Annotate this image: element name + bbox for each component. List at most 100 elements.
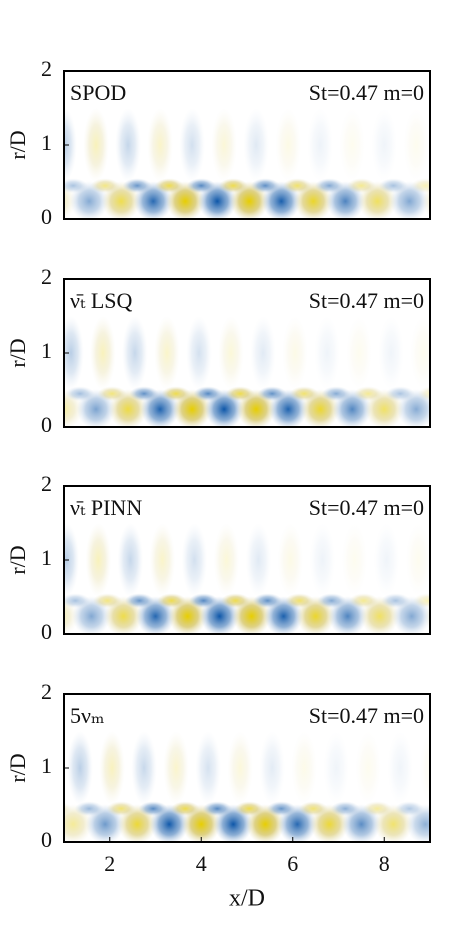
field (64, 731, 474, 844)
field-blob (115, 108, 141, 182)
field-blob (106, 801, 136, 817)
y-tick-label: 2 (41, 471, 52, 496)
y-axis-label: r/D (5, 130, 30, 159)
field-blob (225, 386, 255, 402)
field-blob (90, 316, 116, 390)
field-blob (90, 178, 120, 194)
field-blob (403, 108, 430, 182)
field-blob (291, 731, 317, 805)
field-blob (314, 316, 340, 390)
field-blob (346, 316, 372, 390)
field-blob (394, 801, 425, 817)
field-blob (259, 731, 285, 805)
y-tick-label: 1 (41, 545, 52, 570)
field-blob (218, 316, 244, 390)
field-blob (64, 523, 80, 597)
field-blob (316, 593, 347, 609)
field-blob (323, 731, 350, 805)
y-axis-label: r/D (5, 545, 30, 574)
field-blob (438, 523, 464, 597)
field-blob (138, 801, 168, 817)
panel-label: ν̄ₜ PINN (70, 495, 142, 520)
x-tick-label: 4 (196, 851, 207, 876)
field-blob (422, 185, 430, 218)
panel-subtitle: St=0.47 m=0 (309, 288, 424, 313)
field-blob (266, 801, 296, 817)
field-blob (413, 593, 430, 609)
field-blob (419, 731, 430, 805)
y-tick-label: 1 (41, 753, 52, 778)
y-tick-label: 0 (41, 619, 52, 644)
field-blob (321, 386, 351, 402)
field-blob (245, 523, 272, 597)
field-blob (284, 593, 315, 609)
field-blob (410, 178, 430, 194)
field-blob (426, 804, 430, 814)
field-blob (227, 731, 253, 805)
field-blob (452, 731, 474, 805)
y-tick-label: 0 (41, 412, 52, 437)
field-blob (314, 178, 344, 194)
field-blob (213, 523, 240, 597)
field-blob (211, 108, 237, 182)
field-blob (442, 316, 468, 390)
field-blob (29, 593, 58, 608)
field-blob (243, 108, 269, 182)
field-blob (33, 386, 62, 401)
field-blob (202, 801, 232, 817)
field-blob (64, 178, 88, 194)
field-blob (149, 523, 176, 597)
field-blob (429, 403, 430, 416)
field-blob (353, 386, 383, 402)
field-blob (450, 386, 474, 401)
field-blob (330, 801, 361, 817)
field-blob (349, 593, 379, 609)
field-blob (459, 801, 474, 816)
field-blob (64, 593, 91, 609)
field-blob (362, 801, 393, 817)
panel-label: SPOD (70, 80, 126, 105)
field-blob (282, 178, 312, 194)
panel: ν̄ₜ LSQ St=0.47 m=0 r/D 0 1 2 (5, 264, 474, 437)
field-blob (64, 108, 77, 182)
x-axis-label: x/D (229, 886, 265, 912)
panel-subtitle: St=0.47 m=0 (309, 703, 424, 728)
field-blob (461, 389, 474, 429)
field-blob (454, 181, 474, 221)
field-blob (373, 523, 400, 597)
field-blob (385, 386, 415, 402)
field-blob (186, 178, 216, 194)
field-blob (129, 386, 159, 402)
y-tick-label: 0 (41, 827, 52, 852)
field-blob (250, 178, 280, 194)
field-blob (92, 593, 123, 609)
field-blob (309, 523, 336, 597)
panel-label: 5νₘ (70, 703, 104, 728)
field-blob (341, 523, 368, 597)
panel-label: ν̄ₜ LSQ (70, 288, 133, 313)
panel: ν̄ₜ PINN St=0.47 m=0 r/D 0 1 2 (5, 471, 474, 644)
field-blob (122, 178, 152, 194)
field-blob (277, 523, 304, 597)
field-blob (424, 602, 430, 631)
field-blob (355, 731, 382, 805)
field-blob (64, 802, 72, 816)
field (64, 108, 474, 221)
field-blob (234, 801, 264, 817)
field-blob (74, 801, 104, 817)
field-blob (445, 593, 474, 608)
y-axis-label: r/D (5, 753, 30, 782)
field-blob (298, 801, 328, 817)
field (29, 523, 474, 634)
field-blob (154, 178, 184, 194)
field-blob (131, 731, 157, 805)
field-blob (378, 178, 409, 194)
field-blob (252, 593, 283, 609)
y-tick-label: 2 (41, 679, 52, 704)
field-blob (163, 731, 189, 805)
field-blob (387, 731, 414, 805)
field-blob (85, 523, 112, 597)
field-blob (470, 804, 474, 844)
field-blob (282, 316, 308, 390)
field-blob (307, 108, 334, 182)
